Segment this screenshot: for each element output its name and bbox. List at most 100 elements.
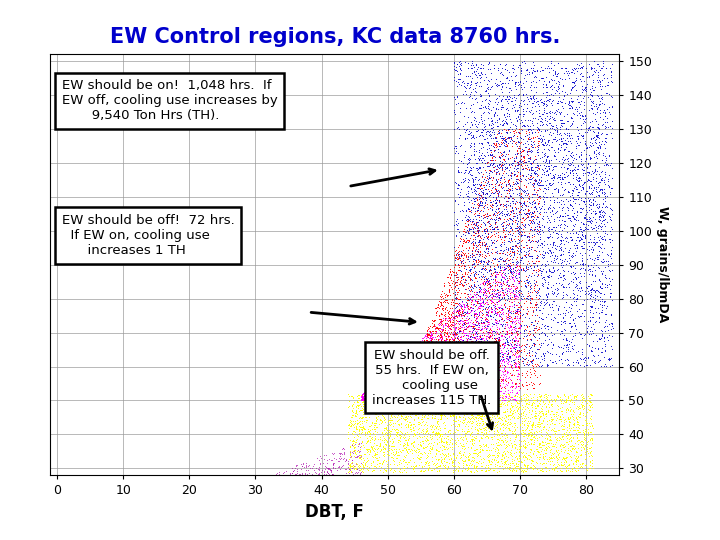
Point (302, 527, 313, 536)
Point (468, 462, 480, 471)
Point (588, 245, 599, 254)
Point (510, 341, 522, 350)
Point (481, 446, 492, 455)
Point (564, 200, 576, 208)
Point (495, 269, 506, 278)
Point (448, 327, 459, 335)
Point (495, 246, 507, 254)
Point (568, 400, 580, 408)
Point (473, 200, 485, 208)
Point (438, 442, 450, 450)
Point (484, 251, 495, 259)
Point (383, 387, 395, 396)
Point (532, 235, 544, 244)
Point (478, 319, 490, 327)
Point (510, 421, 521, 430)
Point (492, 414, 504, 423)
Point (482, 218, 494, 226)
Point (513, 286, 524, 295)
Point (335, 529, 346, 537)
Point (444, 362, 456, 371)
Point (422, 461, 433, 469)
Point (122, 535, 133, 540)
Point (601, 217, 613, 226)
Point (500, 119, 512, 128)
Point (467, 291, 478, 300)
Point (285, 534, 297, 540)
Point (452, 391, 464, 400)
Point (449, 144, 460, 152)
Point (588, 57, 600, 66)
Point (451, 328, 462, 336)
Point (476, 446, 487, 455)
Point (508, 328, 520, 336)
Point (368, 380, 379, 389)
Point (560, 237, 572, 246)
Point (465, 77, 477, 86)
Point (546, 454, 557, 462)
Point (390, 389, 402, 398)
Point (558, 455, 570, 464)
Point (468, 254, 480, 263)
Point (474, 131, 485, 139)
Point (449, 65, 460, 73)
Point (435, 458, 446, 467)
Point (472, 343, 484, 352)
Point (471, 312, 482, 320)
Point (473, 70, 485, 79)
Point (459, 340, 470, 349)
Point (434, 367, 446, 376)
Point (552, 392, 563, 400)
Point (500, 443, 511, 452)
Point (319, 526, 330, 535)
Point (487, 188, 498, 197)
Point (486, 366, 498, 375)
Point (334, 475, 346, 484)
Point (523, 210, 534, 218)
Point (413, 366, 425, 375)
Point (387, 384, 399, 393)
Point (328, 516, 340, 524)
Point (489, 217, 500, 226)
Point (547, 171, 559, 179)
Point (366, 457, 378, 465)
Point (331, 515, 343, 524)
Point (381, 390, 392, 399)
Point (246, 529, 257, 538)
Point (491, 395, 503, 403)
Point (228, 502, 239, 510)
Point (449, 333, 461, 342)
Point (469, 281, 480, 290)
Point (486, 459, 498, 468)
Point (521, 302, 533, 311)
Point (446, 307, 458, 316)
Point (358, 389, 369, 397)
Point (475, 301, 487, 309)
Point (514, 206, 526, 214)
Point (480, 197, 491, 206)
Point (508, 309, 519, 318)
Point (521, 265, 532, 274)
Point (528, 421, 539, 429)
Point (556, 163, 567, 172)
Point (339, 489, 351, 497)
Point (517, 91, 528, 99)
Point (363, 383, 374, 392)
Point (518, 396, 529, 404)
Point (505, 340, 517, 349)
Point (470, 240, 482, 249)
Point (454, 233, 466, 242)
Point (526, 172, 537, 180)
Point (560, 395, 572, 404)
Point (467, 407, 479, 416)
Point (505, 223, 517, 232)
Point (503, 282, 514, 291)
Point (506, 402, 518, 410)
Point (379, 370, 390, 379)
Point (539, 116, 550, 125)
Point (450, 411, 462, 420)
Point (171, 510, 182, 519)
Point (447, 276, 459, 285)
Point (150, 521, 161, 530)
Point (408, 436, 420, 445)
